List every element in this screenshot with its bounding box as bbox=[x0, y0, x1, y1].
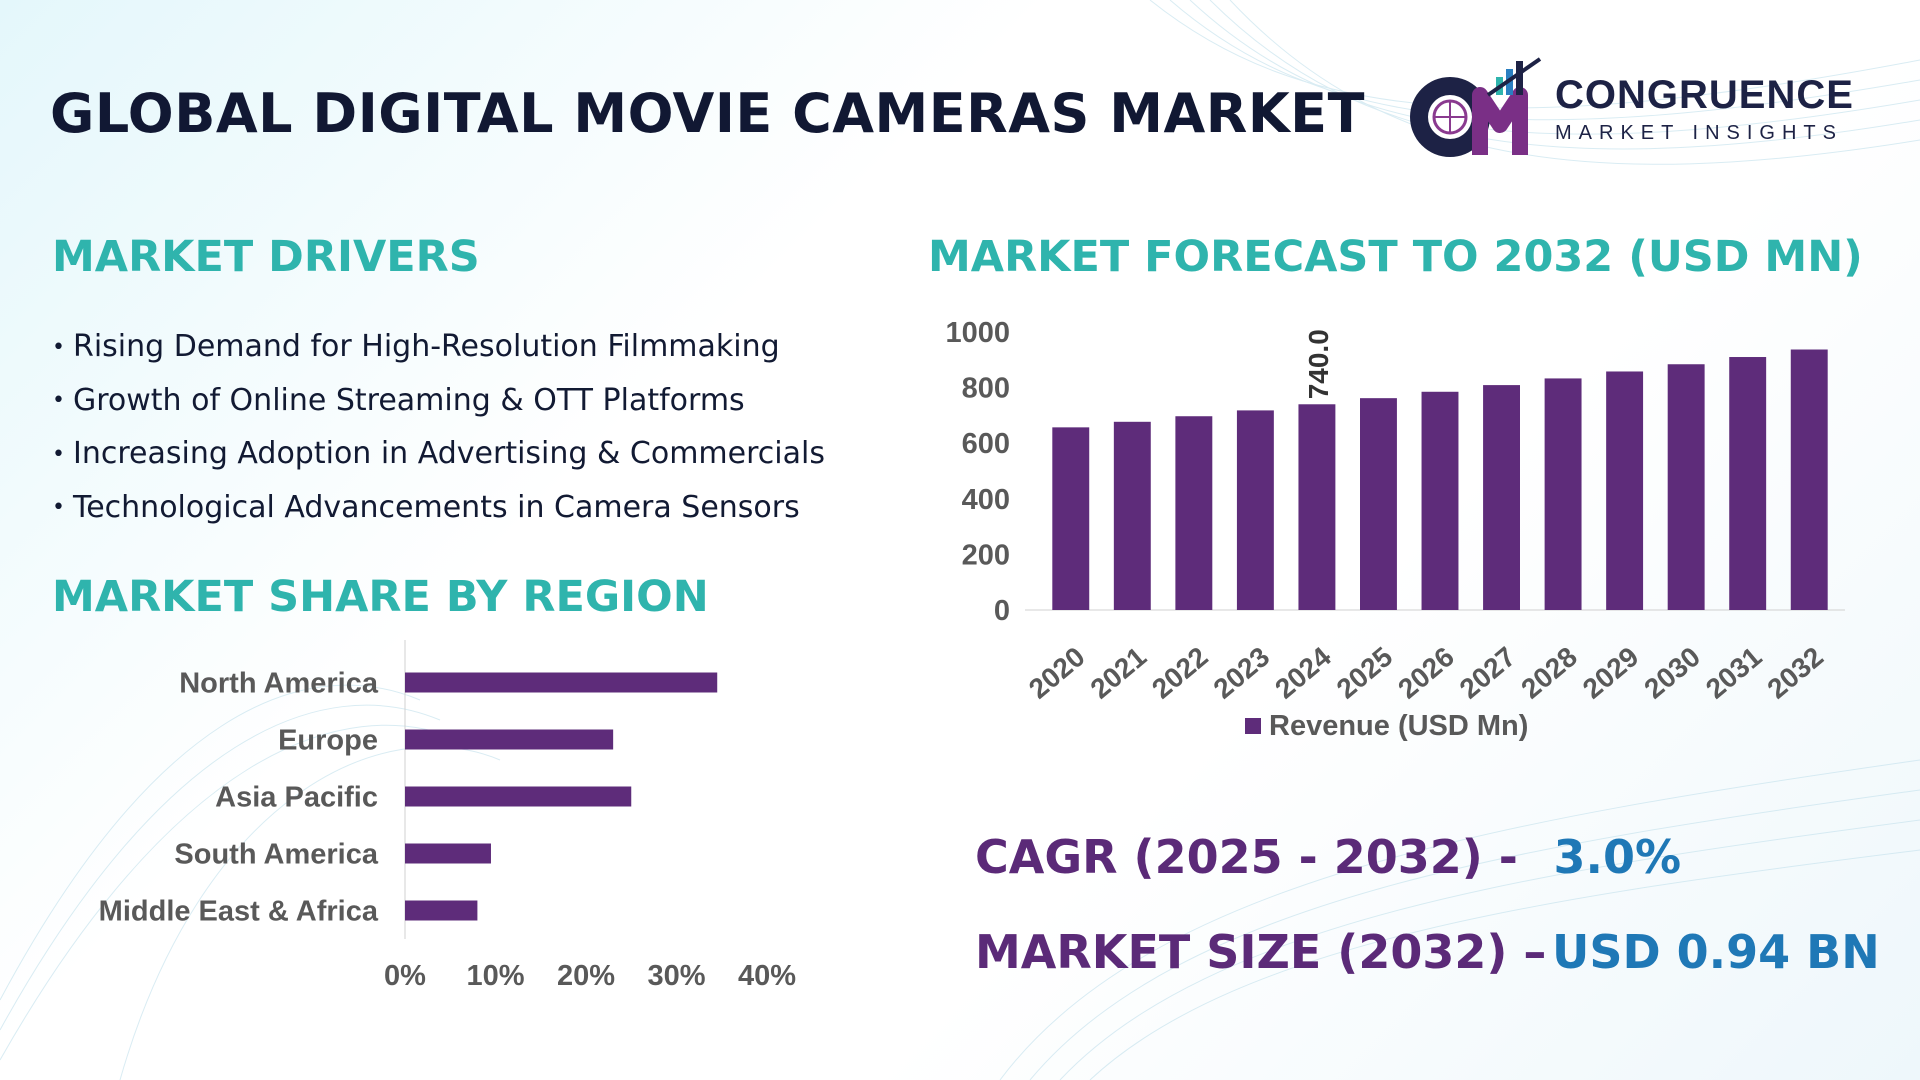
bar-middle-east-africa bbox=[405, 900, 478, 921]
legend-label: Revenue (USD Mn) bbox=[1269, 710, 1528, 742]
category-label: Middle East & Africa bbox=[99, 896, 379, 928]
x-tick-label: 2026 bbox=[1392, 641, 1460, 705]
company-logo: CONGRUENCE MARKET INSIGHTS bbox=[1400, 55, 1870, 160]
market-size-value: USD 0.94 BN bbox=[1551, 925, 1880, 979]
category-label: Europe bbox=[278, 725, 378, 757]
bar-2031 bbox=[1729, 357, 1767, 610]
x-tick-label: 20% bbox=[557, 960, 615, 992]
category-label: North America bbox=[179, 668, 379, 700]
bar-2032 bbox=[1790, 349, 1828, 610]
list-item: • Increasing Adoption in Advertising & Co… bbox=[52, 436, 825, 471]
x-tick-label: 2027 bbox=[1454, 641, 1522, 705]
bar-europe bbox=[405, 729, 614, 750]
x-tick-label: 2022 bbox=[1146, 641, 1214, 705]
bar-2027 bbox=[1483, 385, 1520, 610]
data-label: 740.0 bbox=[1303, 329, 1334, 399]
x-tick-label: 40% bbox=[738, 960, 796, 992]
bar-asia-pacific bbox=[405, 786, 632, 807]
logo-tagline: MARKET INSIGHTS bbox=[1555, 122, 1843, 144]
drivers-list: • Rising Demand for High-Resolution Filmm… bbox=[52, 320, 825, 534]
list-item: • Technological Advancements in Camera Se… bbox=[52, 489, 800, 525]
bar-2022 bbox=[1175, 416, 1213, 610]
region-share-chart: North America Europe Asia Pacific South Ame… bbox=[0, 640, 860, 1000]
logo-mark-icon bbox=[1410, 57, 1542, 157]
bar-2030 bbox=[1667, 364, 1705, 610]
bar-2023 bbox=[1236, 410, 1274, 610]
y-tick-label: 200 bbox=[962, 539, 1010, 571]
page-title: GLOBAL DIGITAL MOVIE CAMERAS MARKET bbox=[50, 82, 1365, 145]
region-heading: MARKET SHARE BY REGION bbox=[52, 572, 709, 622]
forecast-svg: 0200400600800100020202021202220232024202… bbox=[945, 317, 1845, 742]
x-tick-label: 2021 bbox=[1085, 641, 1153, 705]
cagr-kpi: CAGR (2025 - 2032) - 3.0% bbox=[975, 830, 1681, 884]
market-size-label: MARKET SIZE (2032) – bbox=[975, 925, 1547, 979]
legend-swatch bbox=[1245, 718, 1261, 734]
cagr-label: CAGR (2025 - 2032) - bbox=[975, 830, 1518, 884]
cagr-value: 3.0% bbox=[1553, 830, 1682, 884]
bar-2024 bbox=[1298, 404, 1336, 610]
x-tick-label: 2024 bbox=[1269, 641, 1337, 705]
x-tick-label: 2020 bbox=[1023, 641, 1091, 705]
x-tick-label: 2031 bbox=[1700, 641, 1768, 705]
bar-2028 bbox=[1544, 378, 1582, 610]
x-tick-label: 2029 bbox=[1577, 641, 1645, 705]
list-item: • Rising Demand for High-Resolution Filmm… bbox=[52, 329, 780, 364]
x-tick-label: 2025 bbox=[1331, 641, 1399, 705]
bar-south-america bbox=[405, 843, 491, 864]
x-tick-label: 2028 bbox=[1515, 641, 1583, 705]
y-tick-label: 800 bbox=[962, 373, 1010, 405]
bar-2029 bbox=[1606, 371, 1644, 610]
y-tick-label: 1000 bbox=[945, 317, 1010, 349]
bar-2020 bbox=[1052, 427, 1090, 610]
y-tick-label: 0 bbox=[994, 595, 1010, 627]
x-tick-label: 10% bbox=[466, 960, 524, 992]
x-tick-label: 0% bbox=[384, 960, 426, 992]
x-tick-label: 2023 bbox=[1208, 641, 1276, 705]
x-tick-label: 2030 bbox=[1638, 641, 1706, 705]
bar-north-america bbox=[405, 672, 718, 693]
region-share-svg: North America Europe Asia Pacific South Ame… bbox=[99, 640, 796, 992]
category-label: Asia Pacific bbox=[215, 782, 378, 814]
forecast-chart: 0 200 400 600 800 1000 2020 2021 2022 2023 2024 202… bbox=[920, 290, 1860, 760]
list-item: • Growth of Online Streaming & OTT Platfo… bbox=[52, 382, 745, 418]
y-tick-label: 400 bbox=[962, 484, 1010, 516]
bar-2026 bbox=[1421, 391, 1459, 610]
bar-2021 bbox=[1113, 421, 1151, 610]
market-size-kpi: MARKET SIZE (2032) – USD 0.94 BN bbox=[975, 925, 1880, 979]
bar-2025 bbox=[1360, 398, 1397, 610]
forecast-heading: MARKET FORECAST TO 2032 (USD MN) bbox=[928, 232, 1863, 282]
x-tick-label: 2032 bbox=[1761, 641, 1829, 705]
drivers-heading: MARKET DRIVERS bbox=[52, 232, 480, 282]
logo-name: CONGRUENCE bbox=[1555, 73, 1854, 117]
y-tick-label: 600 bbox=[962, 428, 1010, 460]
x-tick-label: 30% bbox=[647, 960, 705, 992]
category-label: South America bbox=[174, 839, 378, 871]
